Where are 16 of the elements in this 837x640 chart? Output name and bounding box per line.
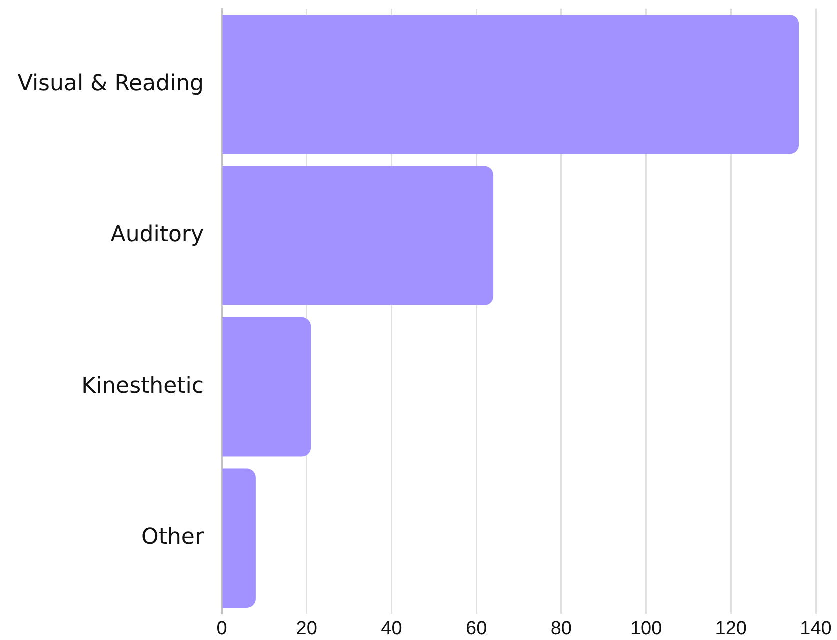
bar — [222, 468, 256, 608]
x-tick-label: 80 — [550, 618, 572, 640]
bar — [222, 318, 312, 457]
x-tick-label: 0 — [216, 618, 228, 640]
bar — [222, 15, 800, 154]
x-tick-label: 20 — [296, 618, 318, 640]
y-tick-label: Auditory — [110, 222, 204, 248]
x-tick-label: 40 — [381, 618, 402, 640]
x-tick-label: 60 — [466, 618, 488, 640]
bar — [222, 166, 494, 306]
x-tick-label: 120 — [715, 618, 747, 640]
x-tick-label: 140 — [800, 618, 832, 640]
y-tick-label: Visual & Reading — [18, 71, 204, 96]
x-tick-label: 100 — [630, 618, 662, 640]
y-tick-label: Kinesthetic — [82, 374, 204, 399]
y-tick-label: Other — [142, 525, 205, 550]
